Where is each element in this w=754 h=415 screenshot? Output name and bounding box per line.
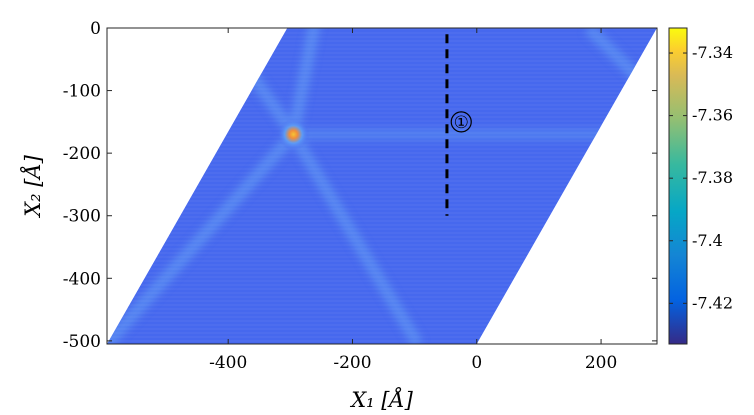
colorbar-tick-label: -7.42 xyxy=(692,293,733,312)
heatmap-texture xyxy=(107,28,657,344)
colorbar-tick-label: -7.38 xyxy=(692,168,733,187)
y-axis: 0 -100 -200 -300 -400 -500 xyxy=(63,19,657,352)
x-axis: -400 -200 0 200 xyxy=(209,28,617,373)
x-axis-label: X₁ [Å] xyxy=(349,387,413,412)
y-tick-label: -200 xyxy=(63,144,101,164)
annotation-circle xyxy=(450,111,472,133)
y-tick-label: -300 xyxy=(63,207,101,227)
plot-area: ① xyxy=(107,28,657,344)
colorbar-tick-label: -7.4 xyxy=(692,231,723,250)
colorbar-ticks: -7.34 -7.36 -7.38 -7.4 -7.42 xyxy=(669,43,733,312)
y-tick-label: -500 xyxy=(63,332,101,352)
colorbar-tick-label: -7.36 xyxy=(692,106,733,125)
x-tick-label: 200 xyxy=(585,353,617,373)
hotspot-marker xyxy=(277,118,310,151)
plot-frame xyxy=(106,27,658,345)
y-axis-label: X₂ [Å] xyxy=(20,154,45,218)
colorbar: -7.34 -7.36 -7.38 -7.4 -7.42 xyxy=(668,27,733,345)
heatmap-domain xyxy=(107,28,657,344)
y-tick-label: 0 xyxy=(90,19,101,39)
x-tick-label: 0 xyxy=(471,353,482,373)
y-tick-label: -400 xyxy=(63,269,101,289)
y-tick-label: -100 xyxy=(63,82,101,102)
x-tick-label: -200 xyxy=(333,353,371,373)
annotation-label: ① xyxy=(454,113,469,133)
colorbar-tick-label: -7.34 xyxy=(692,43,733,62)
colorbar-gradient xyxy=(668,27,688,345)
x-tick-label: -400 xyxy=(209,353,247,373)
